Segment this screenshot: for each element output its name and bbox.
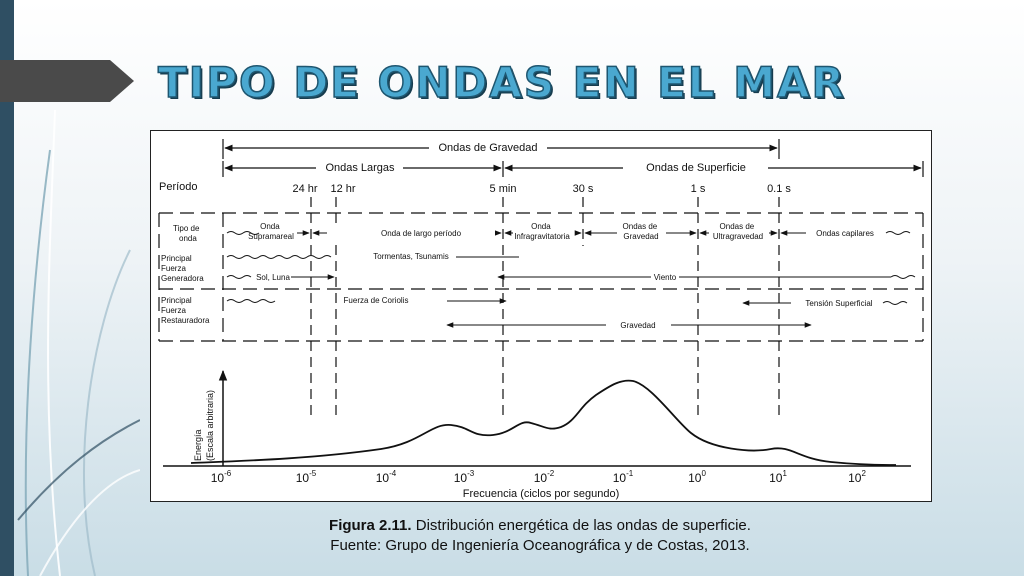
top-arrows — [222, 139, 924, 177]
energy-axis-label: Energía (Escala arbitraria) — [193, 390, 215, 461]
force-gravedad: Gravedad — [620, 321, 655, 330]
x-tick: 10-4 — [376, 469, 397, 485]
period-guides — [310, 197, 780, 421]
x-tick: 102 — [848, 469, 866, 485]
title-arrow-tab — [0, 60, 134, 102]
force-viento: Viento — [654, 273, 677, 282]
slide-title: TIPO DE ONDAS EN EL MAR — [157, 57, 846, 108]
x-tick: 10-2 — [534, 469, 555, 485]
wave-infragravitatoria: Onda Infragravitatoria — [514, 222, 570, 241]
x-tick: 10-6 — [211, 469, 232, 485]
wave-ultragravedad: Ondas de Ultragravedad — [713, 222, 763, 241]
wave-largo-periodo: Onda de largo período — [381, 229, 462, 238]
x-tick: 100 — [688, 469, 706, 485]
generating-force-arrows — [226, 255, 916, 280]
period-5min: 5 min — [490, 183, 517, 195]
x-tick: 101 — [769, 469, 787, 485]
label-ondas-superficie: Ondas de Superficie — [646, 162, 746, 174]
force-tension: Tensión Superficial — [805, 299, 872, 308]
row-label-restauradora: Principal Fuerza Restauradora — [161, 296, 210, 325]
force-sol-luna: Sol, Luna — [256, 273, 290, 282]
period-0-1s: 0.1 s — [767, 183, 791, 195]
period-24hr: 24 hr — [292, 183, 317, 195]
wave-supramareal: Onda Supramareal — [248, 222, 294, 241]
figure-caption: Figura 2.11. Distribución energética de … — [150, 516, 930, 556]
label-ondas-gravedad: Ondas de Gravedad — [438, 142, 537, 154]
row-label-generadora: Principal Fuerza Generadora — [161, 254, 204, 283]
caption-figure-label: Figura 2.11. — [329, 517, 412, 534]
x-axis-label: Frecuencia (ciclos por segundo) — [463, 488, 620, 500]
wave-gravedad: Ondas de Gravedad — [623, 222, 660, 241]
table-frame — [158, 212, 924, 342]
x-tick: 10-5 — [296, 469, 317, 485]
energy-spectrum-curve — [190, 379, 897, 466]
force-tormentas: Tormentas, Tsunamis — [373, 252, 448, 261]
force-coriolis: Fuerza de Coriolis — [344, 296, 409, 305]
figure-svg: Ondas de Gravedad Ondas Largas Ondas de … — [158, 139, 924, 500]
caption-description: Distribución energética de las ondas de … — [411, 517, 751, 534]
x-tick: 10-1 — [613, 469, 634, 485]
period-1s: 1 s — [691, 183, 706, 195]
wave-spectrum-figure: Ondas de Gravedad Ondas Largas Ondas de … — [150, 130, 932, 502]
x-tick: 10-3 — [454, 469, 475, 485]
x-tick-labels: 10-6 10-5 10-4 10-3 10-2 10-1 100 101 10… — [211, 469, 867, 485]
row-label-tipo: Tipo de onda — [173, 224, 202, 243]
decorative-curves — [17, 109, 140, 576]
caption-source: Fuente: Grupo de Ingeniería Oceanográfic… — [330, 537, 750, 554]
left-side-bar — [0, 0, 14, 576]
caption-line-1: Figura 2.11. Distribución energética de … — [150, 516, 930, 536]
period-30s: 30 s — [573, 183, 594, 195]
restoring-force-arrows — [226, 298, 908, 328]
periodo-label: Período — [159, 181, 198, 193]
period-12hr: 12 hr — [330, 183, 355, 195]
wave-capilares: Ondas capilares — [816, 229, 874, 238]
label-ondas-largas: Ondas Largas — [325, 162, 395, 174]
